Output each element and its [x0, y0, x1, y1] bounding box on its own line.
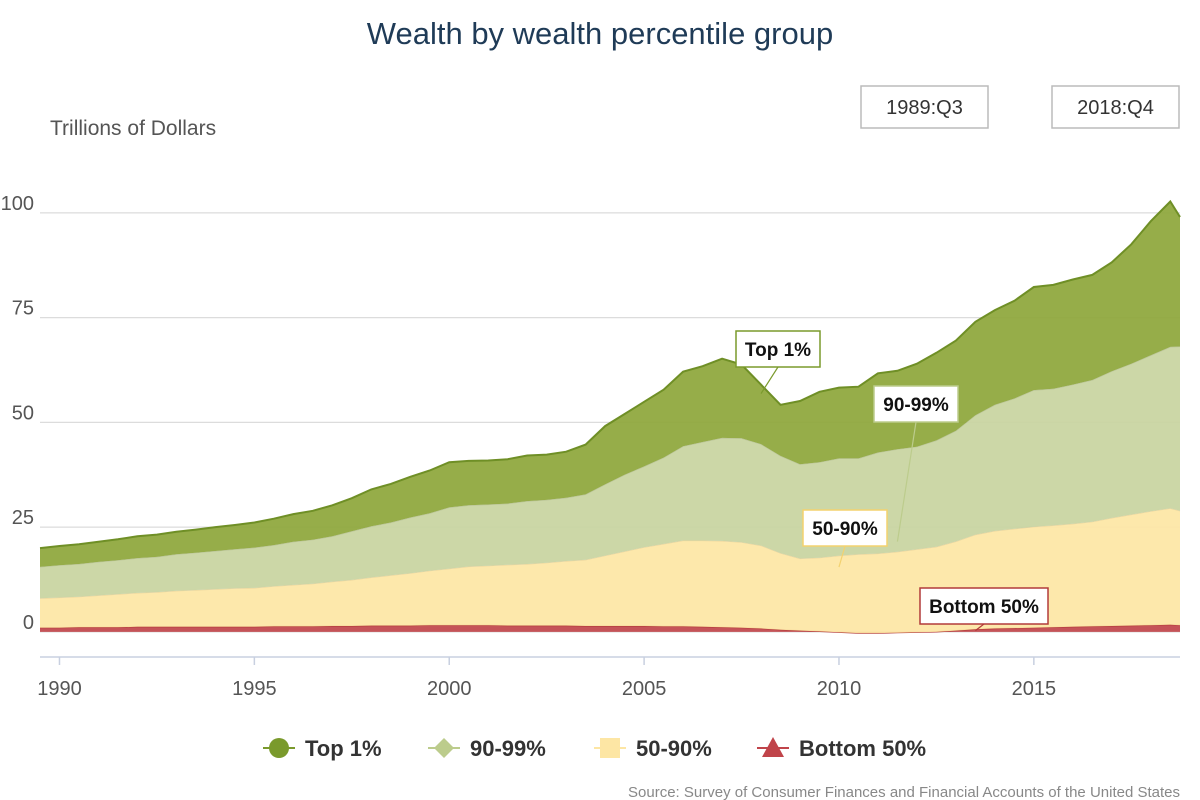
x-tick-label: 2010 — [817, 678, 862, 700]
series-line-top-1 — [39, 199, 1181, 550]
x-axis: 1990 1995 2000 2005 2010 2015 — [37, 656, 1180, 700]
legend: Top 1% 90-99% 50-90% Bottom 50% — [263, 736, 926, 761]
source-note: Source: Survey of Consumer Finances and … — [628, 784, 1180, 800]
triangle-marker-icon — [762, 737, 784, 757]
y-axis-unit-label: Trillions of Dollars — [50, 117, 216, 140]
callout-p90_99: 90-99% — [873, 385, 959, 542]
area-50-90[interactable] — [40, 508, 1180, 634]
legend-item-top-1[interactable]: Top 1% — [263, 736, 382, 761]
y-tick-label: 75 — [12, 298, 34, 320]
callout-connector — [760, 366, 779, 394]
legend-item-90-99[interactable]: 90-99% — [428, 736, 546, 761]
diamond-marker-icon — [434, 738, 454, 758]
y-tick-label: 0 — [23, 612, 34, 634]
circle-marker-icon — [269, 738, 289, 758]
stacked-areas — [39, 199, 1181, 634]
x-tick-label: 1995 — [232, 678, 277, 700]
callout-box — [735, 330, 821, 368]
range-end-box[interactable]: 2018:Q4 — [1051, 85, 1180, 129]
legend-item-50-90[interactable]: 50-90% — [594, 736, 712, 761]
range-end-label: 2018:Q4 — [1077, 97, 1154, 119]
legend-label: Top 1% — [305, 736, 382, 761]
y-axis-ticks: 0 25 50 75 100 — [1, 193, 34, 634]
y-tick-label: 50 — [12, 402, 34, 424]
callout-label: Bottom 50% — [929, 597, 1039, 618]
series-callouts: Top 1% 90-99% 50-90% Bottom 50% — [735, 330, 1049, 632]
x-tick-label: 2005 — [622, 678, 667, 700]
legend-label: 50-90% — [636, 736, 712, 761]
callout-box — [873, 385, 959, 423]
callout-connector — [896, 421, 917, 542]
callout-bottom50: Bottom 50% — [919, 587, 1049, 632]
legend-label: Bottom 50% — [799, 736, 926, 761]
legend-label: 90-99% — [470, 736, 546, 761]
range-selector: 1989:Q3 2018:Q4 — [860, 85, 1180, 129]
range-start-label: 1989:Q3 — [886, 97, 963, 119]
callout-p50_90: 50-90% — [802, 509, 888, 568]
x-tick-label: 2015 — [1012, 678, 1057, 700]
callout-label: 50-90% — [812, 519, 878, 540]
callout-label: 90-99% — [883, 395, 949, 416]
callout-connector — [838, 545, 846, 568]
callout-connector — [975, 623, 985, 632]
y-tick-label: 25 — [12, 507, 34, 529]
x-tick-label: 1990 — [37, 678, 82, 700]
chart-title: Wealth by wealth percentile group — [367, 16, 833, 51]
callout-box — [919, 587, 1049, 625]
area-90-99[interactable] — [40, 346, 1180, 599]
callout-box — [802, 509, 888, 547]
range-start-box[interactable]: 1989:Q3 — [860, 85, 989, 129]
legend-item-bottom-50[interactable]: Bottom 50% — [757, 736, 926, 761]
x-tick-label: 2000 — [427, 678, 472, 700]
square-marker-icon — [600, 738, 620, 758]
callout-top1: Top 1% — [735, 330, 821, 394]
y-tick-label: 100 — [1, 193, 34, 215]
area-bottom-50[interactable] — [40, 624, 1180, 634]
callout-label: Top 1% — [745, 340, 811, 361]
area-top-1[interactable] — [40, 201, 1180, 567]
